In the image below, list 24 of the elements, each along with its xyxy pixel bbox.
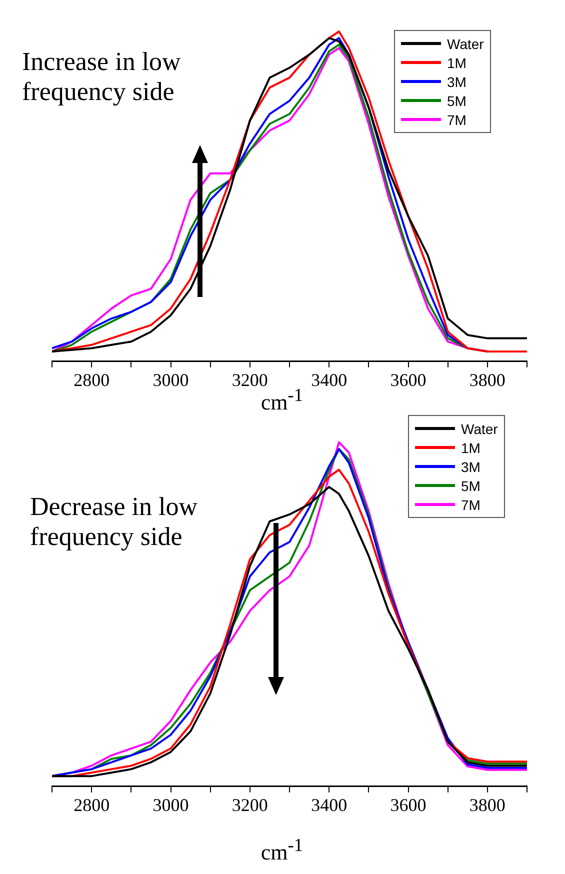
legend-label: 1M <box>461 440 480 456</box>
x-tick-label: 3400 <box>311 794 348 815</box>
annotation: Decrease in low frequency side <box>30 492 198 552</box>
x-tick-label: 3800 <box>469 794 506 815</box>
legend-label: 7M <box>447 112 466 128</box>
x-tick-label: 2800 <box>74 370 110 390</box>
legend-label: 3M <box>447 74 466 90</box>
x-tick-label: 3600 <box>390 370 426 390</box>
x-tick-label: 3200 <box>232 794 268 815</box>
legend-label: Water <box>447 36 484 52</box>
x-tick-label: 3000 <box>152 370 189 390</box>
x-tick-label: 3600 <box>390 794 426 815</box>
x-tick-label: 3400 <box>311 370 348 390</box>
x-axis-title: cm$^{-1}$ <box>260 835 304 866</box>
x-tick-label: 3800 <box>469 370 506 390</box>
legend-label: 3M <box>461 458 480 474</box>
x-tick-label: 2800 <box>74 794 110 815</box>
legend-label: 1M <box>447 54 466 70</box>
x-tick-label: 3000 <box>152 794 189 815</box>
annotation: Increase in low frequency side <box>22 47 182 107</box>
legend-label: 7M <box>461 496 480 512</box>
legend-label: Water <box>461 420 498 436</box>
legend-label: 5M <box>447 92 466 108</box>
legend-label: 5M <box>461 478 480 494</box>
